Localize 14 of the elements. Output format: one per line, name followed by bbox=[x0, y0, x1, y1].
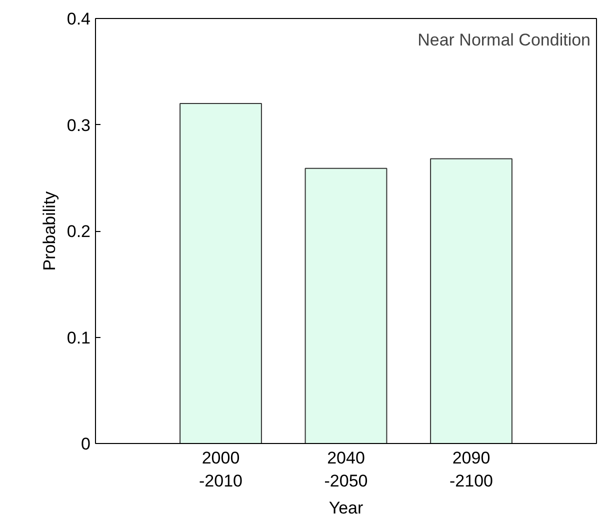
y-tick-label: 0.3 bbox=[66, 116, 91, 135]
x-tick-label: 2090 -2100 bbox=[450, 448, 493, 490]
y-axis-title: Probability bbox=[40, 190, 59, 271]
annotation: Near Normal Condition bbox=[418, 30, 590, 50]
x-tick-label: 2040 -2050 bbox=[324, 448, 368, 490]
bar bbox=[180, 103, 262, 444]
y-tick-label: 0 bbox=[81, 434, 91, 454]
y-tick-label: 0.1 bbox=[66, 328, 91, 348]
x-axis-title: Year bbox=[328, 498, 364, 518]
bar bbox=[304, 168, 388, 444]
bar bbox=[430, 158, 512, 444]
y-tick-label: 0.2 bbox=[66, 222, 91, 241]
x-tick-label: 2000 -2010 bbox=[199, 448, 242, 490]
y-tick-label: 0.4 bbox=[66, 10, 91, 28]
